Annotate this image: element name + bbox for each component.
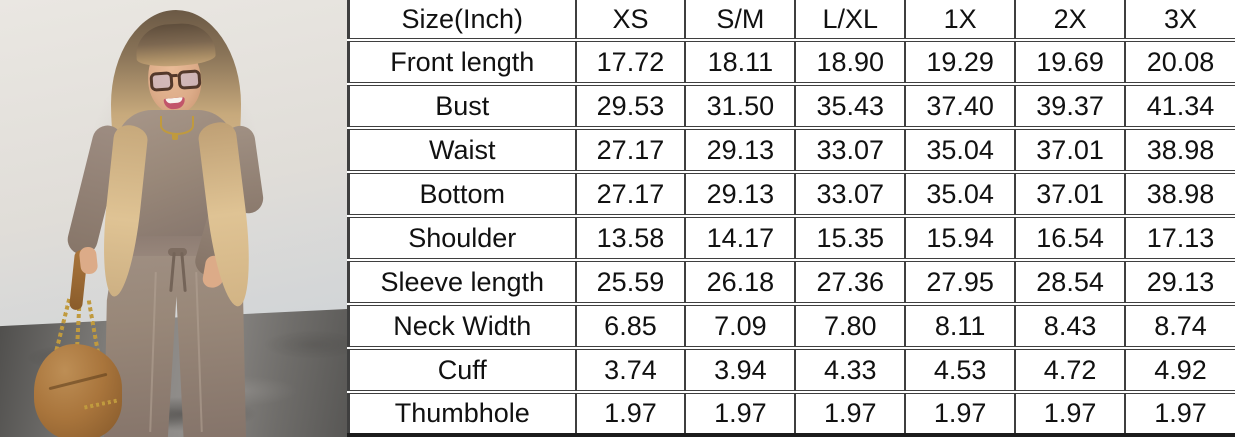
measurement-value: 33.07 (794, 128, 907, 174)
measurement-value: 8.74 (1124, 304, 1235, 350)
size-unit-header: Size(Inch) (348, 0, 577, 42)
size-column-header: S/M (684, 0, 797, 42)
size-chart-row: Cuff 3.74 3.94 4.33 4.53 4.72 4.92 (348, 348, 1235, 394)
measurement-value: 37.01 (1014, 172, 1127, 218)
measurement-value: 13.58 (574, 216, 687, 262)
measurement-value: 25.59 (574, 260, 687, 306)
measurement-label: Waist (348, 128, 577, 174)
measurement-label: Cuff (348, 348, 577, 394)
size-chart-row: Shoulder 13.58 14.17 15.35 15.94 16.54 17.13 (348, 216, 1235, 262)
measurement-value: 27.17 (574, 172, 687, 218)
model-glasses (148, 69, 203, 93)
size-column-header: 3X (1124, 0, 1235, 42)
measurement-label: Bust (348, 84, 577, 130)
size-chart-row: Front length 17.72 18.11 18.90 19.29 19.69 20.… (348, 40, 1235, 86)
measurement-label: Front length (348, 40, 577, 86)
glasses-bridge (169, 73, 178, 78)
measurement-value: 6.85 (574, 304, 687, 350)
size-chart-row: Bust 29.53 31.50 35.43 37.40 39.37 41.34 (348, 84, 1235, 130)
size-chart: Size(Inch) XS S/M L/XL 1X 2X 3X Front length 17… (347, 0, 1235, 437)
measurement-value: 38.98 (1124, 128, 1235, 174)
measurement-value: 29.13 (684, 172, 797, 218)
measurement-value: 1.97 (794, 392, 907, 437)
measurement-value: 8.11 (904, 304, 1017, 350)
measurement-value: 1.97 (574, 392, 687, 437)
measurement-value: 3.74 (574, 348, 687, 394)
size-chart-row: Neck Width 6.85 7.09 7.80 8.11 8.43 8.74 (348, 304, 1235, 350)
measurement-value: 38.98 (1124, 172, 1235, 218)
measurement-value: 39.37 (1014, 84, 1127, 130)
measurement-value: 17.13 (1124, 216, 1235, 262)
measurement-value: 41.34 (1124, 84, 1235, 130)
measurement-value: 27.36 (794, 260, 907, 306)
measurement-value: 18.90 (794, 40, 907, 86)
suede-bag (34, 344, 122, 437)
measurement-value: 29.13 (1124, 260, 1235, 306)
glasses-right-lens (177, 69, 202, 90)
size-column-header: 2X (1014, 0, 1127, 42)
measurement-value: 19.69 (1014, 40, 1127, 86)
measurement-value: 4.53 (904, 348, 1017, 394)
measurement-value: 1.97 (1014, 392, 1127, 437)
measurement-value: 29.53 (574, 84, 687, 130)
measurement-value: 26.18 (684, 260, 797, 306)
measurement-value: 1.97 (684, 392, 797, 437)
measurement-value: 35.04 (904, 128, 1017, 174)
size-chart-header-row: Size(Inch) XS S/M L/XL 1X 2X 3X (348, 0, 1235, 42)
measurement-value: 31.50 (684, 84, 797, 130)
measurement-value: 15.94 (904, 216, 1017, 262)
measurement-label: Thumbhole (348, 392, 577, 437)
size-chart-row: Sleeve length 25.59 26.18 27.36 27.95 28.54 29… (348, 260, 1235, 306)
drawstring-bow (168, 248, 187, 256)
measurement-value: 33.07 (794, 172, 907, 218)
measurement-value: 14.17 (684, 216, 797, 262)
product-photo (0, 0, 347, 437)
measurement-value: 29.13 (684, 128, 797, 174)
measurement-value: 37.01 (1014, 128, 1127, 174)
measurement-value: 4.72 (1014, 348, 1127, 394)
measurement-value: 18.11 (684, 40, 797, 86)
measurement-value: 4.33 (794, 348, 907, 394)
measurement-value: 28.54 (1014, 260, 1127, 306)
measurement-value: 7.80 (794, 304, 907, 350)
measurement-value: 1.97 (1124, 392, 1235, 437)
size-column-header: L/XL (794, 0, 907, 42)
measurement-value: 35.43 (794, 84, 907, 130)
size-chart-row: Thumbhole 1.97 1.97 1.97 1.97 1.97 1.97 (348, 392, 1235, 437)
measurement-value: 17.72 (574, 40, 687, 86)
measurement-value: 4.92 (1124, 348, 1235, 394)
measurement-value: 15.35 (794, 216, 907, 262)
measurement-label: Bottom (348, 172, 577, 218)
measurement-value: 8.43 (1014, 304, 1127, 350)
measurement-value: 1.97 (904, 392, 1017, 437)
necklace-pendant (172, 133, 178, 140)
measurement-value: 16.54 (1014, 216, 1127, 262)
gold-necklace (160, 116, 194, 135)
measurement-value: 3.94 (684, 348, 797, 394)
size-column-header: 1X (904, 0, 1017, 42)
measurement-value: 35.04 (904, 172, 1017, 218)
size-column-header: XS (574, 0, 687, 42)
size-chart-body: Front length 17.72 18.11 18.90 19.29 19.69 20.… (348, 40, 1235, 437)
size-chart-row: Waist 27.17 29.13 33.07 35.04 37.01 38.98 (348, 128, 1235, 174)
measurement-value: 19.29 (904, 40, 1017, 86)
measurement-label: Shoulder (348, 216, 577, 262)
measurement-value: 27.95 (904, 260, 1017, 306)
size-chart-row: Bottom 27.17 29.13 33.07 35.04 37.01 38.98 (348, 172, 1235, 218)
measurement-value: 37.40 (904, 84, 1017, 130)
measurement-value: 7.09 (684, 304, 797, 350)
measurement-label: Sleeve length (348, 260, 577, 306)
measurement-label: Neck Width (348, 304, 577, 350)
hand-holding-bag (78, 246, 99, 275)
measurement-value: 27.17 (574, 128, 687, 174)
measurement-value: 20.08 (1124, 40, 1235, 86)
size-chart-table: Size(Inch) XS S/M L/XL 1X 2X 3X Front length 17… (347, 0, 1235, 437)
